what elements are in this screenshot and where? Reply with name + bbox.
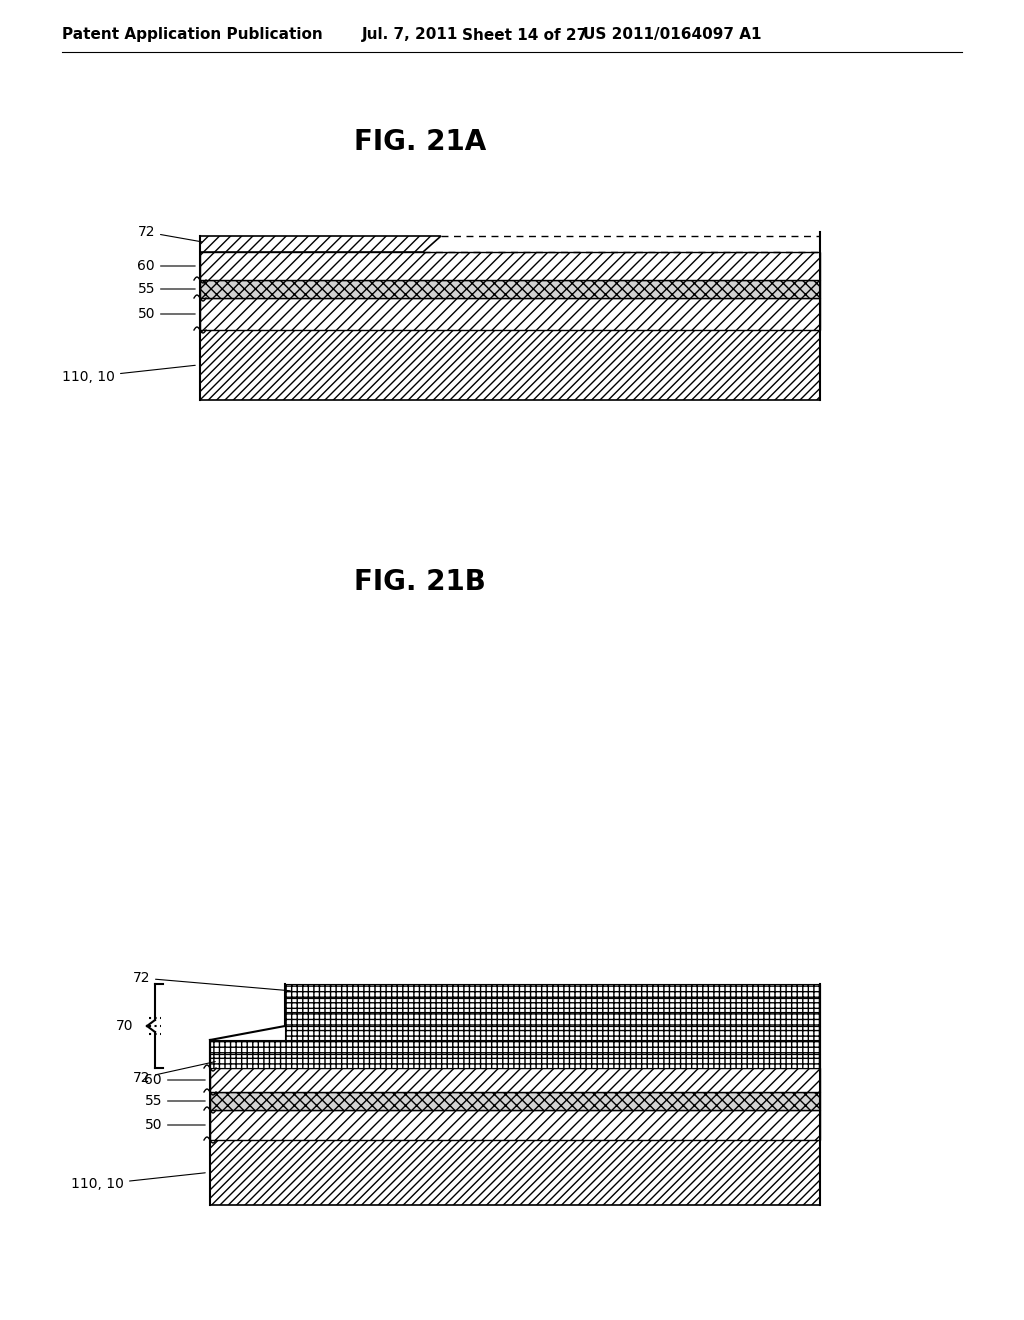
Text: US 2011/0164097 A1: US 2011/0164097 A1 (583, 28, 762, 42)
Text: 110, 10: 110, 10 (62, 366, 196, 384)
Bar (210, 1040, 820, 1053)
Text: Jul. 7, 2011: Jul. 7, 2011 (362, 28, 459, 42)
Text: 60: 60 (144, 1073, 205, 1086)
Bar (200, 298, 820, 330)
Text: FIG. 21A: FIG. 21A (354, 128, 486, 156)
Polygon shape (200, 236, 441, 252)
Bar (210, 1068, 820, 1092)
Text: 110, 10: 110, 10 (71, 1172, 205, 1192)
Text: 72: 72 (132, 972, 290, 991)
Bar (210, 1053, 820, 1068)
Text: 72: 72 (137, 224, 203, 242)
Text: 50: 50 (144, 1118, 205, 1133)
Bar (200, 252, 820, 280)
Bar (285, 1012, 820, 1026)
Text: 60: 60 (137, 259, 196, 273)
Bar (200, 330, 820, 400)
Text: 55: 55 (137, 282, 196, 296)
Bar (200, 280, 820, 298)
Text: 70: 70 (116, 1019, 133, 1034)
Bar (210, 1092, 820, 1110)
Bar (210, 1110, 820, 1140)
Text: 50: 50 (137, 308, 196, 321)
Bar (285, 998, 820, 1012)
Text: 55: 55 (144, 1094, 205, 1107)
Bar (285, 983, 820, 998)
Text: Patent Application Publication: Patent Application Publication (62, 28, 323, 42)
Text: 72: 72 (132, 1061, 215, 1085)
Bar (210, 1140, 820, 1205)
Text: FIG. 21B: FIG. 21B (354, 568, 486, 597)
Text: Sheet 14 of 27: Sheet 14 of 27 (462, 28, 587, 42)
Bar (285, 1026, 820, 1040)
